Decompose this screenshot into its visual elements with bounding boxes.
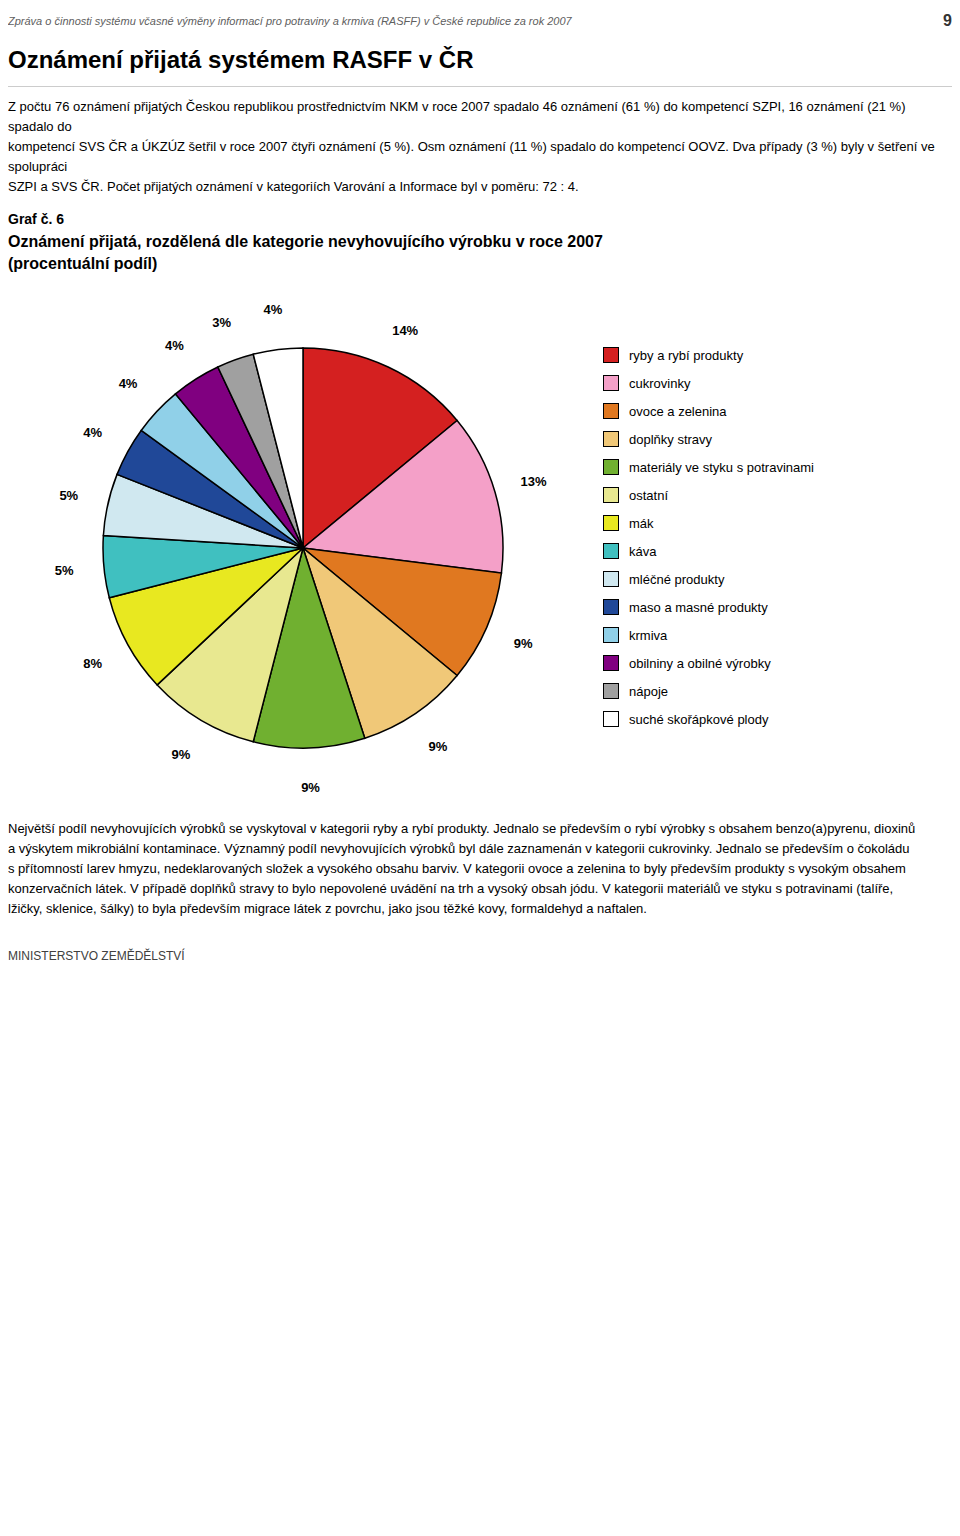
- svg-text:13%: 13%: [520, 474, 546, 489]
- html-text:ostatní: ostatní: [629, 487, 668, 503]
- svg-text:9%: 9%: [301, 780, 320, 795]
- html-text:Zpráva o činnosti systému včas: Zpráva o činnosti systému včasné výměny …: [8, 15, 572, 27]
- html-text:krmiva: krmiva: [629, 627, 668, 643]
- html-text:Největší podíl nevyhovujících: Největší podíl nevyhovujících výrobků se…: [8, 821, 916, 836]
- svg-text:3%: 3%: [212, 315, 231, 330]
- svg-text:5%: 5%: [59, 488, 78, 503]
- html-text:Z počtu 76 oznámení přijatých: Z počtu 76 oznámení přijatých Českou rep…: [8, 99, 906, 134]
- svg-text:14%: 14%: [392, 323, 418, 338]
- html-text:konzervačních látek. V případě: konzervačních látek. V případě doplňků s…: [8, 881, 894, 896]
- svg-text:8%: 8%: [83, 656, 102, 671]
- html-text:cukrovinky: cukrovinky: [629, 375, 691, 391]
- html-text:maso a masné produkty: maso a masné produkty: [629, 599, 768, 615]
- svg-text:9%: 9%: [514, 636, 533, 651]
- html-text:kompetencí SVS ČR a ÚKZÚZ šetř: kompetencí SVS ČR a ÚKZÚZ šetřil v roce …: [8, 139, 935, 174]
- html-text:obilniny a obilné výrobky: obilniny a obilné výrobky: [629, 655, 771, 671]
- svg-text:4%: 4%: [264, 302, 283, 317]
- html-text:Oznámení přijatá systémem RASF: Oznámení přijatá systémem RASFF v ČR: [8, 46, 474, 73]
- html-text:Graf č. 6: Graf č. 6: [8, 211, 64, 227]
- html-text:9: 9: [943, 12, 952, 29]
- svg-text:9%: 9%: [429, 739, 448, 754]
- html-text:MINISTERSTVO ZEMĚDĚLSTVÍ: MINISTERSTVO ZEMĚDĚLSTVÍ: [8, 949, 185, 963]
- svg-text:5%: 5%: [55, 563, 74, 578]
- html-text:materiály ve styku s potravina: materiály ve styku s potravinami: [629, 459, 814, 475]
- html-text:nápoje: nápoje: [629, 683, 668, 699]
- html-text:Oznámení přijatá, rozdělená dl: Oznámení přijatá, rozdělená dle kategori…: [8, 233, 603, 250]
- html-text:ovoce a zelenina: ovoce a zelenina: [629, 403, 727, 419]
- html-text:s přítomností larev hmyzu, ned: s přítomností larev hmyzu, nedeklarovaný…: [8, 861, 906, 876]
- html-text:(procentuální podíl): (procentuální podíl): [8, 255, 158, 272]
- html-text:mléčné produkty: mléčné produkty: [629, 571, 725, 587]
- html-text:SZPI a SVS ČR. Počet přijatých: SZPI a SVS ČR. Počet přijatých oznámení …: [8, 179, 579, 194]
- html-text:a výskytem mikrobiální kontami: a výskytem mikrobiální kontaminace. Význ…: [8, 841, 910, 856]
- html-text:mák: mák: [629, 515, 654, 531]
- html-text:doplňky stravy: doplňky stravy: [629, 431, 713, 447]
- html-text:suché skořápkové plody: suché skořápkové plody: [629, 711, 769, 727]
- svg-text:9%: 9%: [171, 747, 190, 762]
- html-text:káva: káva: [629, 543, 657, 559]
- svg-text:4%: 4%: [83, 425, 102, 440]
- svg-text:4%: 4%: [119, 376, 138, 391]
- html-text:ryby a rybí produkty: ryby a rybí produkty: [629, 347, 744, 363]
- html-text:lžičky, sklenice, šálky) to by: lžičky, sklenice, šálky) to byla předevš…: [8, 901, 647, 916]
- svg-text:4%: 4%: [165, 338, 184, 353]
